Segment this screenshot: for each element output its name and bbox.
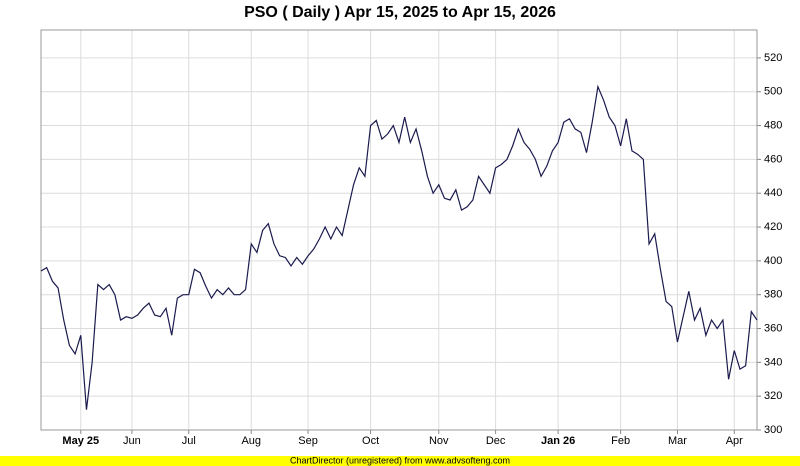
footer: ChartDirector (unregistered) from www.ad…: [290, 455, 510, 465]
y-tick-label: 520: [764, 52, 782, 64]
y-tick-label: 380: [764, 289, 782, 301]
y-tick-label: 360: [764, 322, 782, 334]
x-tick-label: Jan 26: [541, 435, 575, 447]
x-tick-label: Mar: [668, 435, 687, 447]
chart-title: PSO ( Daily ) Apr 15, 2025 to Apr 15, 20…: [244, 4, 556, 21]
y-tick-label: 320: [764, 390, 782, 402]
y-tick-label: 460: [764, 153, 782, 165]
x-tick-label: Feb: [611, 435, 630, 447]
price-line: [40, 84, 758, 410]
plot-border: [40, 29, 758, 431]
x-tick-label: Sep: [298, 435, 318, 447]
y-tick-label: 440: [764, 187, 782, 199]
y-tick-label: 420: [764, 221, 782, 233]
y-tick-label: 500: [764, 86, 782, 98]
x-tick-label: Jun: [123, 435, 141, 447]
plot-area: [41, 30, 757, 430]
x-tick-label: Nov: [429, 435, 449, 447]
y-tick-label: 300: [764, 424, 782, 436]
y-tick-label: 400: [764, 255, 782, 267]
x-tick-label: Oct: [362, 435, 379, 447]
x-tick-label: Dec: [486, 435, 506, 447]
y-tick-label: 340: [764, 356, 782, 368]
x-tick-label: Jul: [182, 435, 196, 447]
y-tick-label: 480: [764, 119, 782, 131]
x-tick-label: Aug: [241, 435, 261, 447]
x-tick-label: May 25: [62, 435, 99, 447]
x-tick-label: Apr: [726, 435, 743, 447]
footer-bar: [0, 456, 800, 466]
